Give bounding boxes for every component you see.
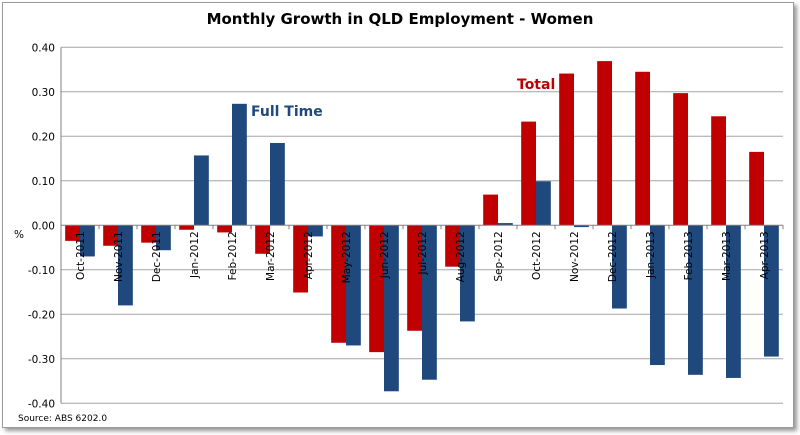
bar-total [217, 225, 232, 233]
bar-full-time [422, 225, 437, 380]
bar-total [597, 61, 612, 226]
y-tick-label: 0.20 [32, 131, 55, 143]
x-tick-label: Feb-2013 [683, 231, 695, 280]
x-tick-label: Aug-2012 [455, 231, 467, 282]
bar-total [483, 194, 498, 226]
bar-full-time [384, 225, 399, 392]
bar-full-time [308, 225, 323, 237]
bar-full-time [80, 225, 95, 257]
y-tick-label: -0.20 [28, 309, 55, 321]
y-tick-label: -0.10 [28, 265, 55, 277]
y-tick-label: -0.40 [28, 398, 55, 410]
bar-total [711, 116, 726, 226]
y-tick-label: 0.00 [32, 220, 55, 232]
bar-total [673, 93, 688, 226]
bar-full-time [574, 225, 589, 228]
bar-full-time [460, 225, 475, 322]
bar-total [521, 121, 536, 226]
bar-total [559, 73, 574, 226]
x-tick-label: Mar-2013 [721, 231, 733, 281]
bar-total [635, 71, 650, 226]
series-label-total: Total [517, 77, 555, 93]
bar-total [293, 225, 308, 293]
x-tick-label: Nov-2011 [113, 231, 125, 282]
bar-total [445, 225, 460, 267]
bar-full-time [536, 181, 551, 226]
bar-total [407, 225, 422, 331]
bar-total [369, 225, 384, 353]
x-tick-label: Sep-2012 [493, 231, 505, 281]
y-tick-label: -0.30 [28, 354, 55, 366]
bar-full-time [118, 225, 133, 306]
x-tick-label: May-2012 [341, 231, 353, 283]
y-tick-label: 0.30 [32, 87, 55, 99]
x-tick-label: Mar-2012 [265, 231, 277, 281]
x-tick-label: Dec-2012 [607, 231, 619, 282]
x-tick-label: Dec-2011 [151, 231, 163, 282]
x-tick-label: Oct-2012 [531, 231, 543, 280]
y-tick-label: 0.10 [32, 176, 55, 188]
bar-total [103, 225, 118, 246]
bar-full-time [688, 225, 703, 375]
x-tick-label: Jan-2012 [189, 231, 201, 279]
x-tick-label: Apr-2012 [303, 231, 315, 279]
bar-total [749, 151, 764, 226]
x-tick-label: Jun-2012 [379, 231, 391, 279]
x-tick-label: Nov-2012 [569, 231, 581, 282]
bar-full-time [270, 142, 285, 226]
bar-total [331, 225, 346, 343]
bar-full-time [612, 225, 627, 309]
bar-total [255, 225, 270, 254]
bar-full-time [346, 225, 361, 346]
x-tick-label: Jan-2013 [645, 231, 657, 279]
chart-title: Monthly Growth in QLD Employment - Women [207, 10, 594, 28]
bar-full-time [498, 223, 513, 226]
x-tick-label: Oct-2011 [75, 231, 87, 280]
bar-full-time [726, 225, 741, 378]
x-tick-label: Feb-2012 [227, 231, 239, 280]
bar-full-time [764, 225, 779, 357]
bar-full-time [194, 155, 209, 226]
bar-full-time [156, 225, 171, 251]
bar-full-time [232, 103, 247, 226]
bar-total [141, 225, 156, 243]
x-tick-label: Jul-2012 [417, 231, 429, 275]
bar-total [65, 225, 80, 241]
source-note: Source: ABS 6202.0 [18, 414, 107, 424]
bar-total [179, 225, 194, 230]
bar-full-time [650, 225, 665, 366]
x-tick-label: Apr-2013 [759, 231, 771, 279]
y-tick-label: 0.40 [32, 42, 55, 54]
series-label-full-time: Full Time [251, 104, 323, 120]
y-axis-label: % [14, 229, 24, 241]
